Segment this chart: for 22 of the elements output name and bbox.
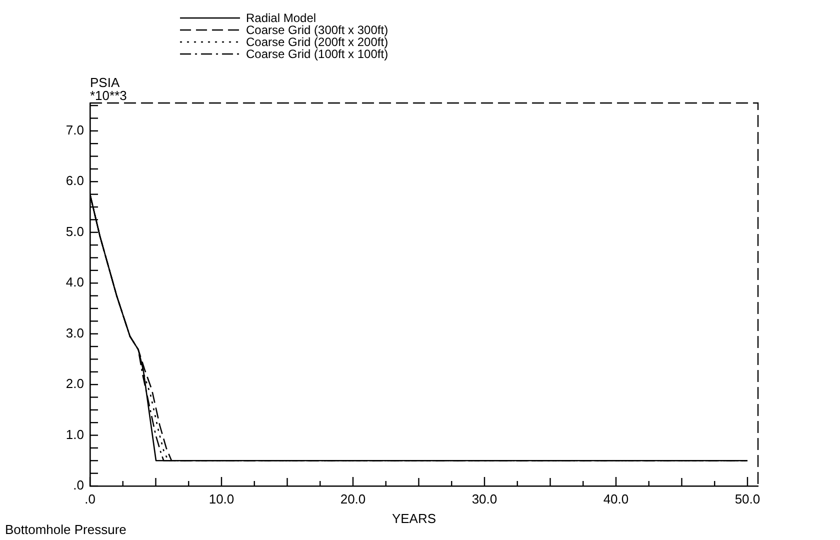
legend-label: Coarse Grid (300ft x 300ft) xyxy=(246,23,388,37)
text: Bottomhole Pressure xyxy=(5,522,126,537)
x-tick-label: 30.0 xyxy=(472,491,498,506)
y-axis-title: PSIA xyxy=(90,75,120,90)
x-axis-title: YEARS xyxy=(392,511,436,526)
x-tick-label: 20.0 xyxy=(340,491,366,506)
y-tick-label: .0 xyxy=(73,478,84,493)
x-tick-label: 10.0 xyxy=(208,491,234,506)
legend-label: Radial Model xyxy=(246,11,316,25)
legend-label: Coarse Grid (100ft x 100ft) xyxy=(246,47,388,61)
y-tick-label: 4.0 xyxy=(66,274,84,290)
y-tick-label: 1.0 xyxy=(66,426,84,442)
x-tick-label: 50.0 xyxy=(734,491,760,506)
y-tick-label: 3.0 xyxy=(66,325,84,340)
x-tick-label: 40.0 xyxy=(603,491,629,506)
y-tick-label: 6.0 xyxy=(66,173,84,188)
y-tick-label: 7.0 xyxy=(66,122,84,138)
legend-label: Coarse Grid (200ft x 200ft) xyxy=(246,35,388,49)
x-tick-label: .0 xyxy=(84,491,96,506)
y-tick-label: 5.0 xyxy=(66,224,84,239)
text: *10**3 xyxy=(90,88,127,103)
y-tick-label: 2.0 xyxy=(66,376,84,392)
